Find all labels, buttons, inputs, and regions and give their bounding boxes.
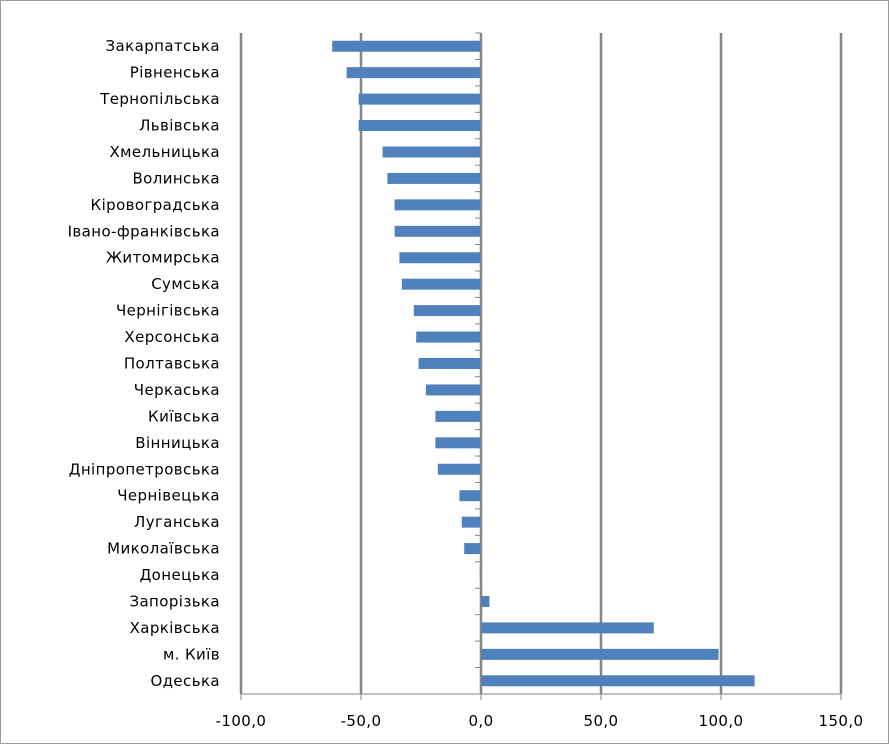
bar [394, 199, 481, 211]
bar [387, 172, 481, 184]
category-label: Полтавська [124, 355, 220, 373]
bar [394, 225, 481, 237]
category-label: Житомирська [106, 249, 220, 267]
category-label: Кіровоградська [91, 196, 220, 214]
x-tick-label: 0,0 [468, 712, 493, 730]
category-label: Хмельницька [109, 143, 220, 161]
bar [358, 120, 481, 132]
labels: -100,0 -50,0 0,0 50,0 100,0 150,0 Закарпатська… [68, 37, 864, 730]
bar [358, 93, 481, 105]
x-tick-label: -100,0 [216, 712, 267, 730]
category-label: Дніпропетровська [69, 460, 220, 478]
category-label: Луганська [134, 513, 220, 531]
category-label: Закарпатська [106, 37, 220, 55]
bar [481, 675, 755, 687]
bar [401, 278, 481, 290]
category-label: Харківська [130, 619, 220, 637]
x-tick-label: 150,0 [819, 712, 864, 730]
bars [332, 40, 755, 687]
bar [413, 305, 481, 317]
bar [437, 463, 481, 475]
bar [479, 569, 481, 581]
category-label: Черкаська [134, 381, 220, 399]
bar [464, 543, 481, 555]
bar [481, 648, 719, 660]
bar [481, 595, 490, 607]
category-label: Чернівецька [117, 487, 220, 505]
category-label: Київська [148, 407, 220, 425]
bar [346, 67, 481, 79]
x-tick-label: 100,0 [699, 712, 744, 730]
category-label: Запорізька [129, 592, 220, 610]
x-tick-label: -50,0 [341, 712, 382, 730]
category-label: Миколаївська [107, 540, 220, 558]
bar [418, 358, 481, 369]
category-label: Херсонська [124, 328, 220, 346]
bar [332, 40, 481, 52]
category-label: Чернігівська [116, 302, 220, 320]
axes [240, 32, 842, 700]
bar [399, 252, 481, 264]
gridlines [239, 33, 843, 694]
category-label: Одеська [150, 672, 220, 690]
bar [461, 516, 481, 528]
bar [481, 622, 654, 634]
category-label: Рівненська [130, 64, 220, 82]
category-label: Волинська [132, 169, 220, 187]
category-label: Івано-франківська [68, 222, 220, 240]
category-label: Львівська [139, 117, 220, 135]
bar [459, 490, 481, 502]
bar [435, 437, 481, 449]
category-label: Тернопільська [99, 90, 220, 108]
bar [382, 146, 481, 158]
bar [416, 331, 481, 343]
x-tick-label: 50,0 [584, 712, 619, 730]
category-label: м. Київ [163, 645, 220, 663]
category-label: Донецька [140, 566, 220, 584]
category-label: Вінницька [135, 434, 220, 452]
category-label: Сумська [151, 275, 220, 293]
bar [425, 384, 481, 396]
bar [435, 410, 481, 422]
